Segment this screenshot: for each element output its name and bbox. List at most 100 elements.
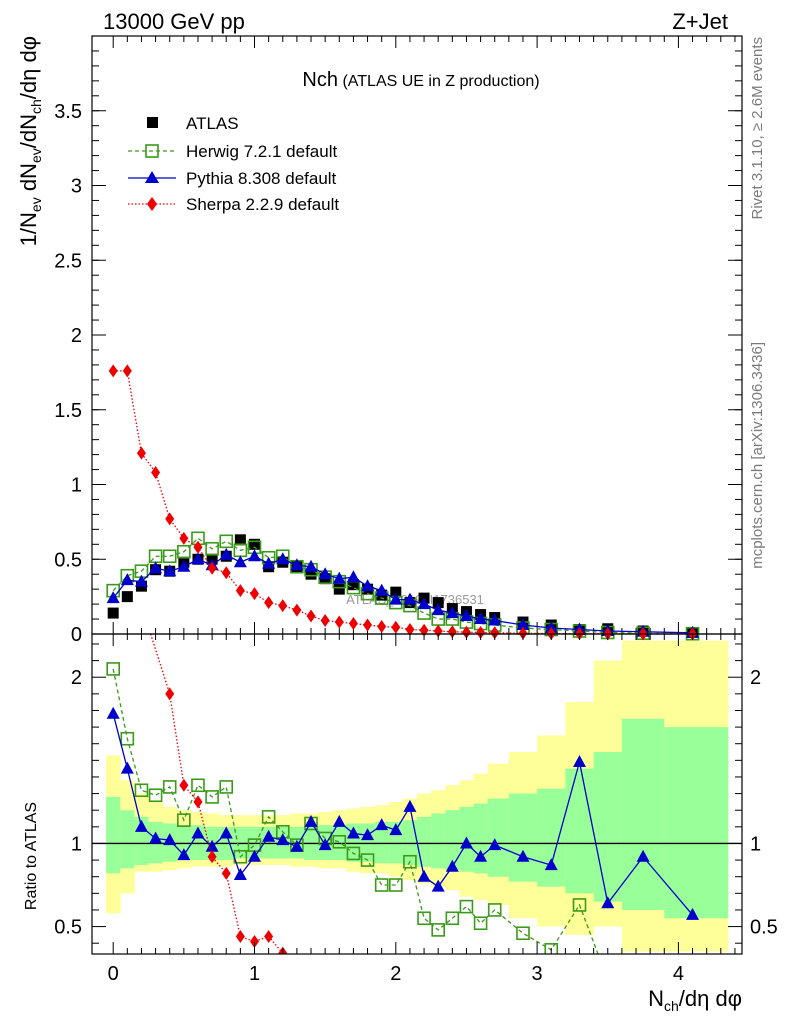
ratio-band-inner xyxy=(537,788,566,887)
main-point-pythia xyxy=(346,570,360,583)
main-point-pythia xyxy=(120,573,134,586)
ratio-point-pythia xyxy=(431,879,445,892)
main-point-pythia xyxy=(262,556,276,569)
process-label: Z+Jet xyxy=(672,9,728,34)
main-point-atlas xyxy=(234,534,246,546)
ratio-point-herwig xyxy=(219,780,234,794)
ratio-point-herwig xyxy=(162,780,177,794)
main-point-sherpa xyxy=(405,623,415,637)
ratio-point-sherpa xyxy=(179,778,189,792)
ratio-y-tick-label: 0.5 xyxy=(54,917,82,939)
ratio-band-inner xyxy=(487,798,510,877)
energy-label: 13000 GeV pp xyxy=(103,9,245,34)
ratio-point-sherpa xyxy=(221,866,231,880)
x-axis-title: Nch/dη dφ xyxy=(648,986,742,1014)
ratio-band-inner xyxy=(664,727,729,919)
ratio-point-herwig xyxy=(360,853,375,867)
ratio-point-pythia xyxy=(474,849,488,862)
ratio-series-layer xyxy=(106,634,700,954)
ratio-point-herwig xyxy=(572,898,587,912)
ratio-point-pythia xyxy=(403,799,417,812)
ratio-point-pythia xyxy=(332,814,346,827)
main-point-sherpa xyxy=(306,609,316,623)
ratio-band-inner xyxy=(508,793,538,882)
ratio-point-herwig xyxy=(487,903,502,917)
x-tick-labels: 0 1 2 3 4 xyxy=(108,963,684,985)
main-point-atlas xyxy=(333,583,345,595)
x-tick-label: 0 xyxy=(108,963,119,985)
main-point-sherpa xyxy=(264,596,274,610)
main-point-sherpa xyxy=(292,603,302,617)
ratio-point-herwig xyxy=(403,854,417,869)
main-point-pythia xyxy=(248,549,261,562)
main-point-pythia xyxy=(544,621,558,634)
main-axis-ticks xyxy=(92,36,742,635)
legend-marker-herwig xyxy=(145,144,159,158)
ratio-point-pythia xyxy=(417,869,431,882)
main-point-atlas xyxy=(121,591,133,603)
ratio-point-sherpa xyxy=(207,850,217,864)
ratio-point-sherpa xyxy=(165,687,175,701)
main-point-sherpa xyxy=(108,364,118,378)
main-point-sherpa xyxy=(136,446,146,460)
ratio-band-inner xyxy=(402,820,418,866)
main-y-tick-label: 2 xyxy=(71,325,82,347)
main-y-axis-title: 1/Nev dNev/dNch/dη dφ xyxy=(16,36,44,246)
main-point-atlas xyxy=(347,579,359,591)
main-point-sherpa xyxy=(278,599,288,613)
ratio-point-herwig xyxy=(134,783,149,798)
ratio-y-tick-label-right: 2 xyxy=(750,667,761,689)
ratio-point-pythia xyxy=(248,849,261,862)
ratio-band-inner xyxy=(621,718,665,910)
ratio-point-herwig xyxy=(516,926,530,941)
main-point-atlas xyxy=(305,568,317,580)
ratio-band-inner xyxy=(332,825,347,861)
ratio-point-pythia xyxy=(163,833,177,846)
main-point-atlas xyxy=(249,538,260,550)
main-point-pythia xyxy=(445,606,459,619)
main-point-pythia xyxy=(332,571,346,584)
ratio-point-pythia xyxy=(686,907,700,920)
ratio-point-pythia xyxy=(488,838,502,851)
main-point-herwig xyxy=(177,544,191,559)
ratio-band-inner xyxy=(473,803,489,874)
main-point-sherpa xyxy=(320,614,330,628)
ratio-y-tick-label: 2 xyxy=(71,667,82,689)
plot-title-sub: (ATLAS UE in Z production) xyxy=(342,73,539,90)
ratio-series-line-pythia xyxy=(112,713,694,916)
main-point-pythia xyxy=(177,559,191,572)
main-point-pythia xyxy=(290,558,304,571)
main-point-atlas xyxy=(107,607,119,619)
x-tick-label: 1 xyxy=(249,963,260,985)
ratio-point-pythia xyxy=(233,868,247,881)
ratio-point-herwig xyxy=(445,911,460,926)
main-point-atlas xyxy=(432,597,444,609)
legend-label-herwig: Herwig 7.2.1 default xyxy=(186,142,337,161)
ratio-point-herwig xyxy=(177,813,191,827)
main-point-herwig xyxy=(219,534,234,549)
ratio-point-pythia xyxy=(375,818,389,831)
ratio-point-herwig xyxy=(374,878,389,892)
main-series-line-pythia xyxy=(112,553,693,634)
main-point-pythia xyxy=(389,592,403,605)
main-point-pythia xyxy=(233,555,247,568)
main-y-tick-label: 1.5 xyxy=(54,400,82,422)
ratio-point-pythia xyxy=(389,823,403,836)
main-point-sherpa xyxy=(179,531,189,545)
main-point-pythia xyxy=(149,561,163,574)
ratio-point-herwig xyxy=(148,788,163,803)
main-point-sherpa xyxy=(476,626,486,640)
main-y-tick-labels: 0 0.5 1 1.5 2 2.5 3 3.5 xyxy=(54,101,82,646)
legend-marker-atlas xyxy=(147,117,158,128)
main-point-sherpa xyxy=(334,615,344,629)
ratio-point-herwig xyxy=(431,923,445,937)
ratio-point-pythia xyxy=(290,839,304,852)
ratio-point-pythia xyxy=(120,761,134,774)
side-label-mcplots: mcplots.cern.ch [arXiv:1306.3436] xyxy=(749,342,766,569)
legend-label-sherpa: Sherpa 2.2.9 default xyxy=(186,195,339,214)
x-tick-label: 4 xyxy=(673,963,684,985)
ratio-point-pythia xyxy=(346,826,360,839)
main-point-pythia xyxy=(304,559,318,572)
main-point-sherpa xyxy=(122,364,132,378)
main-y-tick-label: 0.5 xyxy=(54,549,82,571)
